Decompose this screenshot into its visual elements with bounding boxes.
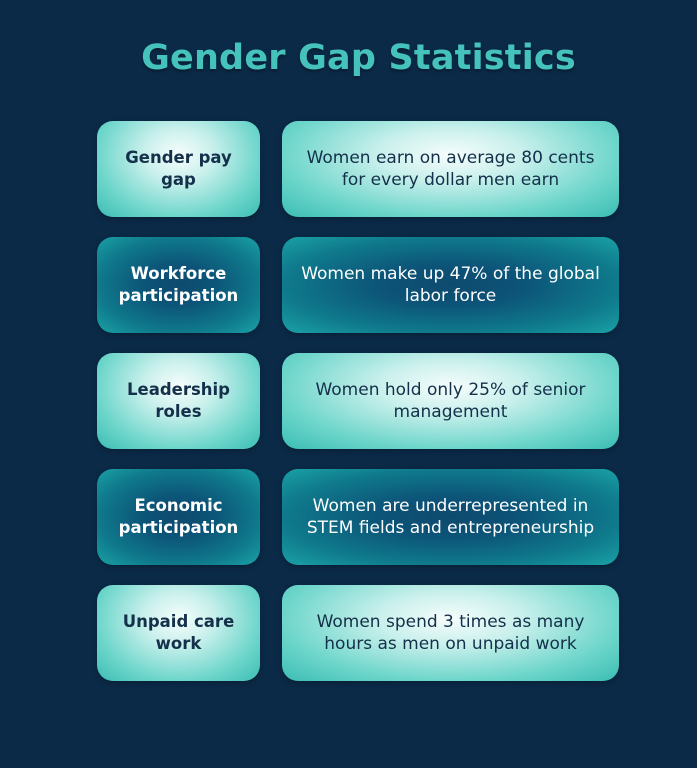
stat-label: Gender pay gap [97,121,260,217]
stat-description: Women earn on average 80 cents for every… [282,121,619,217]
stat-label: Workforce participation [97,237,260,333]
stat-label: Economic participation [97,469,260,565]
stat-row-unpaid-care-work: Unpaid care work Women spend 3 times as … [0,585,697,681]
stat-description: Women are underrepresented in STEM field… [282,469,619,565]
stat-row-leadership-roles: Leadership roles Women hold only 25% of … [0,353,697,449]
stat-row-gender-pay-gap: Gender pay gap Women earn on average 80 … [0,121,697,217]
stat-description: Women make up 47% of the global labor fo… [282,237,619,333]
stat-description: Women hold only 25% of senior management [282,353,619,449]
stat-row-economic-participation: Economic participation Women are underre… [0,469,697,565]
stat-label: Leadership roles [97,353,260,449]
stat-row-workforce-participation: Workforce participation Women make up 47… [0,237,697,333]
page-title: Gender Gap Statistics [141,38,576,78]
stat-label: Unpaid care work [97,585,260,681]
stat-description: Women spend 3 times as many hours as men… [282,585,619,681]
